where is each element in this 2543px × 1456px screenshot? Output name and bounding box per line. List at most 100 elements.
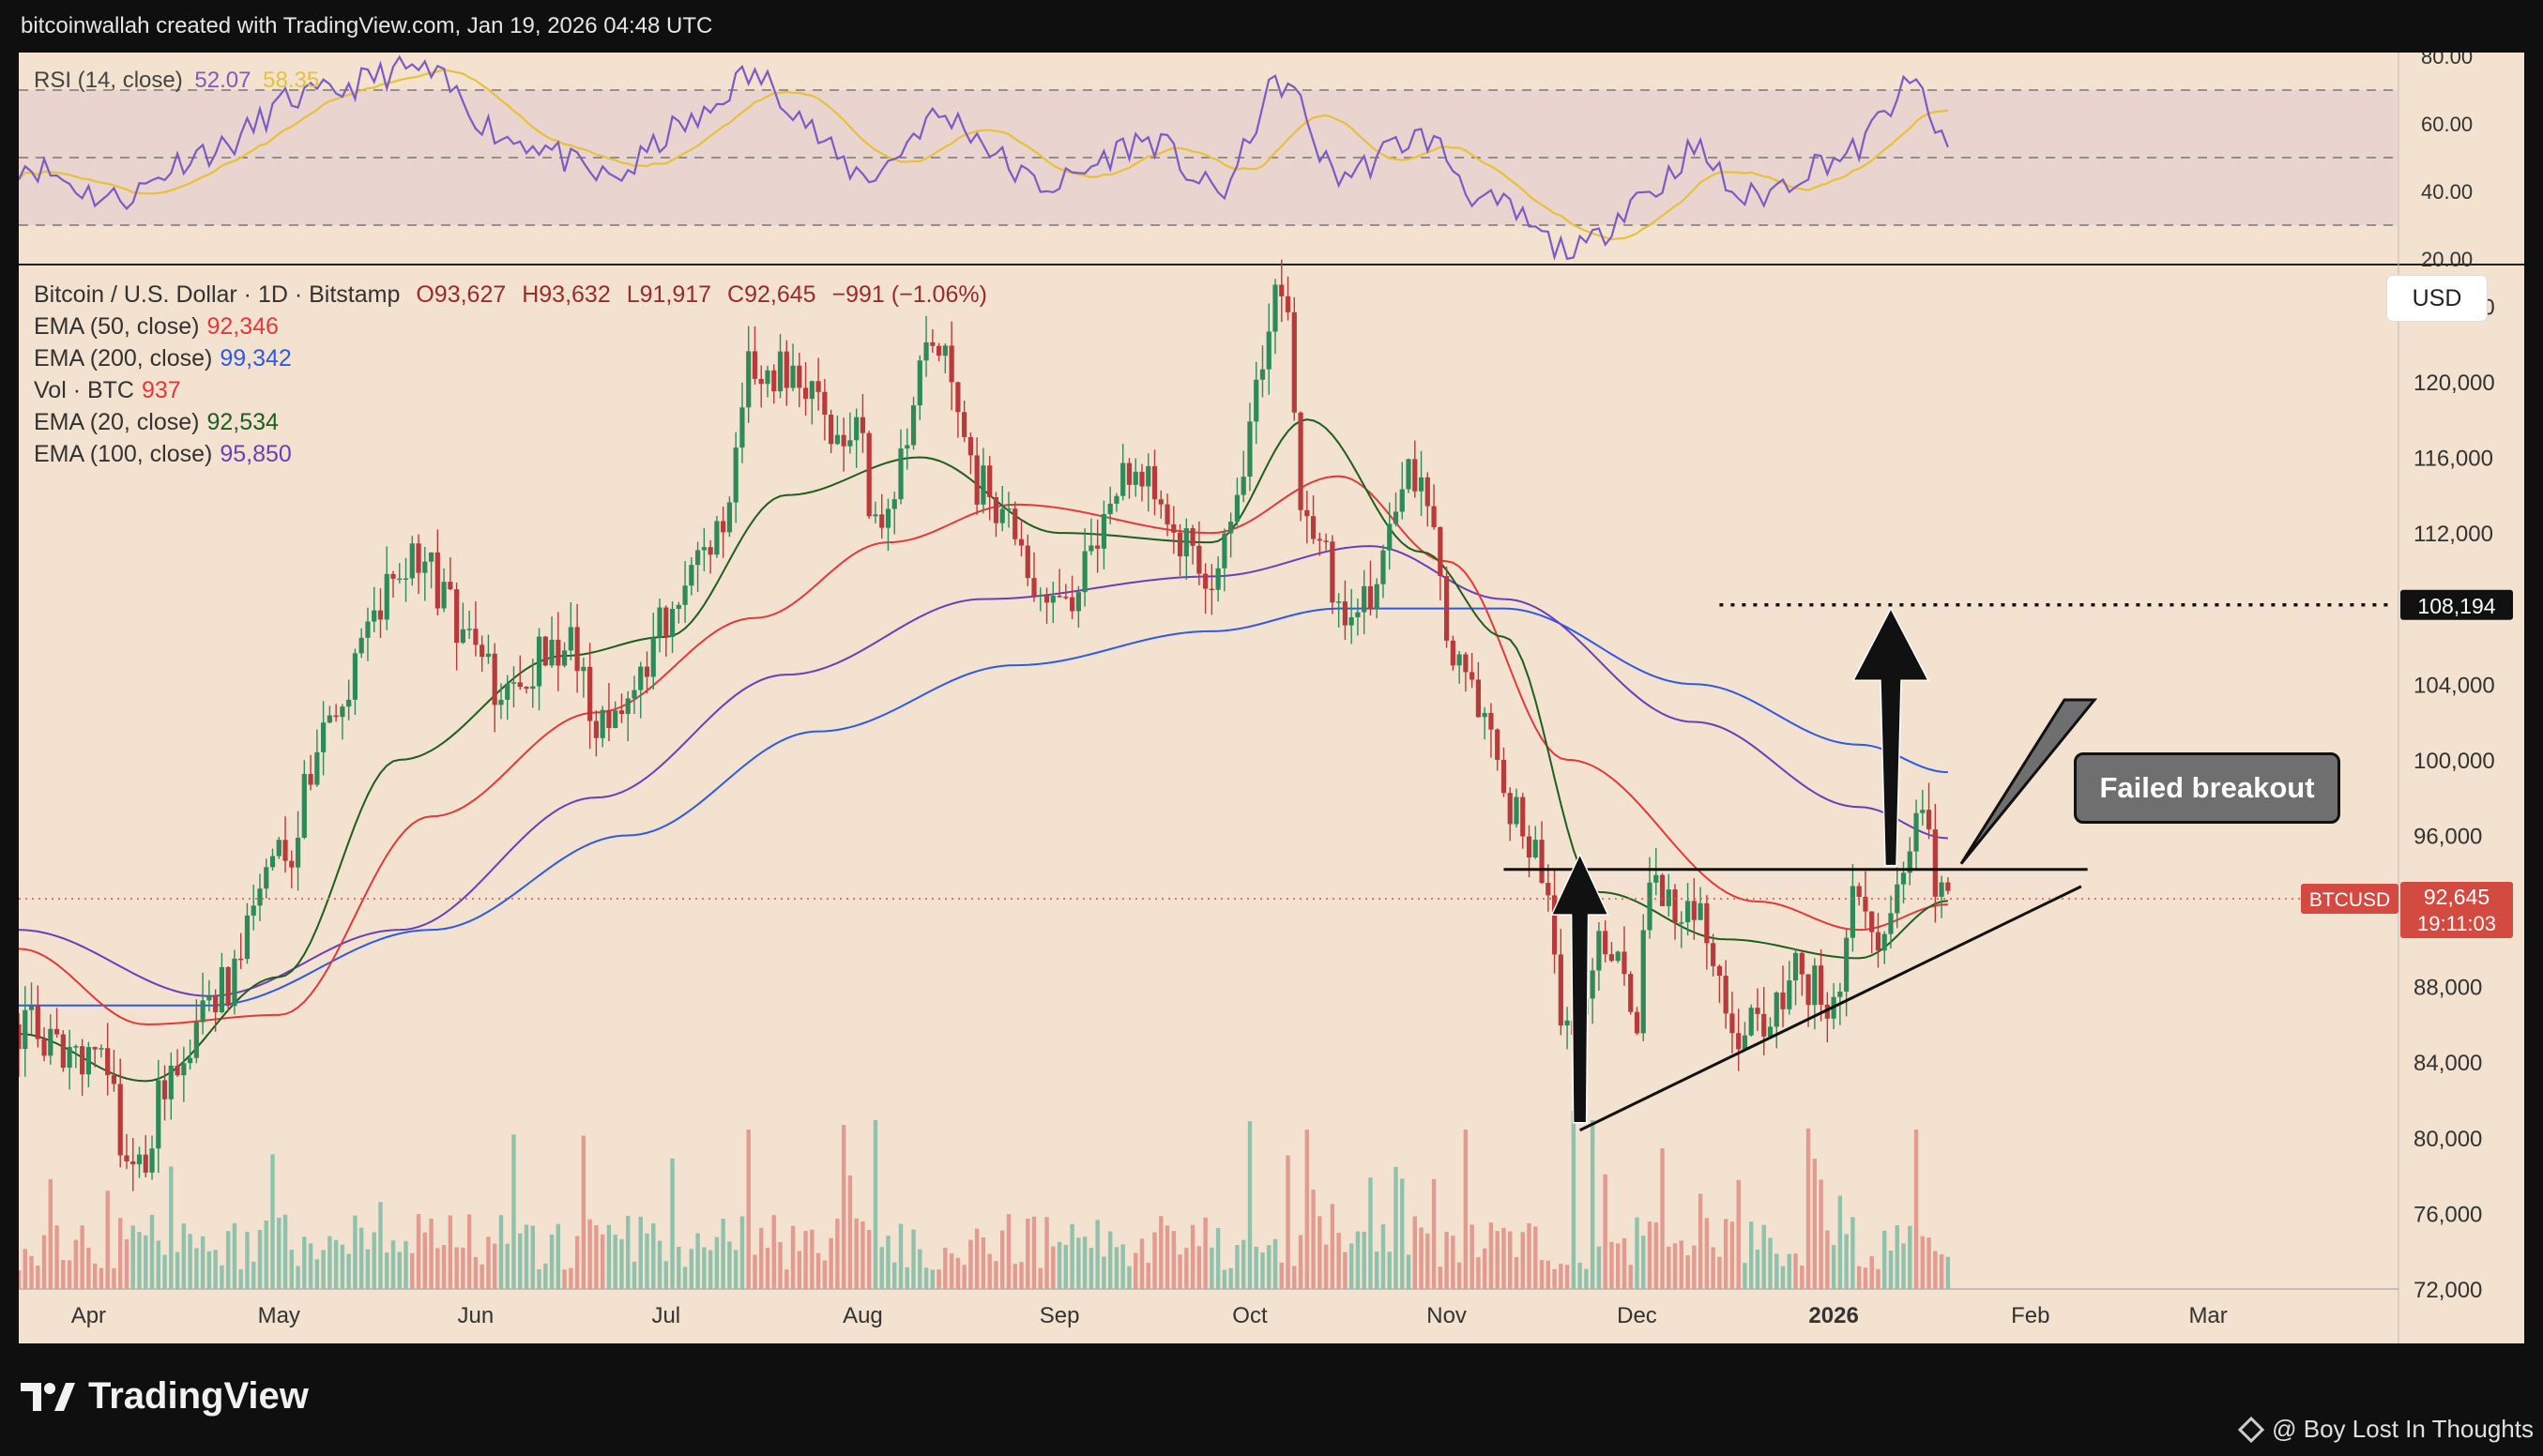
candle-body bbox=[295, 837, 301, 868]
candle-body bbox=[841, 434, 846, 447]
volume-bar bbox=[48, 1178, 53, 1289]
candle-body bbox=[1615, 951, 1621, 962]
volume-bar bbox=[1527, 1222, 1531, 1289]
volume-bar bbox=[1292, 1266, 1297, 1289]
volume-bar bbox=[1679, 1240, 1684, 1289]
volume-bar bbox=[1456, 1262, 1462, 1289]
volume-bar bbox=[1444, 1232, 1449, 1289]
ohlc-low: L91,917 bbox=[626, 281, 712, 308]
candle-body bbox=[1317, 538, 1322, 541]
volume-bar bbox=[1850, 1217, 1855, 1289]
volume-bar bbox=[1685, 1255, 1690, 1289]
candle-body bbox=[1856, 886, 1862, 897]
candle-body bbox=[1279, 284, 1285, 296]
currency-button[interactable]: USD bbox=[2387, 276, 2487, 321]
volume-bar bbox=[1812, 1159, 1818, 1289]
volume-bar bbox=[600, 1234, 605, 1289]
candle-body bbox=[1647, 882, 1652, 931]
volume-bar bbox=[1895, 1225, 1899, 1289]
volume-bar bbox=[854, 1218, 859, 1289]
volume-bar bbox=[67, 1260, 72, 1289]
candle-body bbox=[1475, 679, 1482, 718]
ema20-line bbox=[19, 418, 1948, 1083]
volume-bar bbox=[480, 1264, 484, 1289]
candle-body bbox=[1558, 954, 1563, 1026]
volume-bar bbox=[1057, 1241, 1062, 1289]
legend-ema50[interactable]: EMA (50, close) 92,346 bbox=[34, 313, 279, 341]
volume-bar bbox=[682, 1266, 688, 1289]
candle-body bbox=[1266, 331, 1272, 370]
candle-body bbox=[1723, 976, 1728, 1014]
price-tick-label: 112,000 bbox=[2414, 522, 2493, 547]
candle-body bbox=[143, 1154, 148, 1173]
candle-body bbox=[264, 867, 269, 889]
volume-bar bbox=[461, 1247, 465, 1289]
volume-bar bbox=[1451, 1236, 1455, 1289]
volume-bar bbox=[962, 1265, 967, 1289]
candle-body bbox=[1222, 533, 1227, 569]
volume-bar bbox=[505, 1243, 510, 1289]
volume-bar bbox=[353, 1215, 358, 1289]
candle-body bbox=[1628, 974, 1634, 1012]
candle-body bbox=[613, 710, 618, 729]
candle-body bbox=[136, 1154, 143, 1165]
candle-body bbox=[301, 773, 307, 838]
rsi-tick-label: 40.00 bbox=[2421, 180, 2473, 204]
candle-body bbox=[276, 840, 282, 857]
candle-body bbox=[67, 1046, 72, 1069]
legend-ema20[interactable]: EMA (20, close) 92,534 bbox=[34, 409, 279, 436]
volume-bar bbox=[835, 1218, 840, 1289]
volume-bar bbox=[581, 1135, 586, 1289]
volume-bar bbox=[422, 1232, 428, 1289]
legend-ema200[interactable]: EMA (200, close) 99,342 bbox=[34, 345, 292, 372]
candle-body bbox=[1546, 883, 1551, 896]
price-tick-label: 116,000 bbox=[2414, 446, 2493, 471]
volume-bar bbox=[1210, 1247, 1214, 1289]
volume-bar bbox=[1755, 1250, 1760, 1289]
volume-bar bbox=[524, 1224, 529, 1289]
candle-body bbox=[822, 391, 828, 416]
volume-bar bbox=[54, 1225, 59, 1289]
volume-bar bbox=[19, 1269, 22, 1289]
candle-body bbox=[41, 1039, 47, 1056]
volume-bar bbox=[530, 1225, 535, 1289]
candle-body bbox=[701, 547, 707, 551]
volume-bar bbox=[206, 1251, 212, 1289]
volume-bar bbox=[486, 1236, 491, 1289]
volume-bar bbox=[416, 1214, 421, 1289]
candle-body bbox=[1895, 884, 1900, 914]
legend-ema100[interactable]: EMA (100, close) 95,850 bbox=[34, 441, 292, 468]
candle-body bbox=[448, 582, 453, 590]
price-chart-svg[interactable]: 80.0060.0040.0020.00124,000120,000116,00… bbox=[19, 53, 2524, 1343]
candle-body bbox=[860, 417, 866, 433]
tradingview-logo[interactable]: TradingView bbox=[21, 1375, 309, 1418]
candle-body bbox=[917, 360, 922, 406]
candle-body bbox=[1348, 616, 1354, 626]
legend-volume[interactable]: Vol · BTC 937 bbox=[34, 377, 181, 404]
volume-bar bbox=[1539, 1260, 1545, 1289]
candle-body bbox=[397, 578, 403, 581]
candle-body bbox=[1120, 463, 1126, 496]
volume-bar bbox=[657, 1240, 662, 1289]
candle-body bbox=[498, 699, 504, 705]
volume-bar bbox=[587, 1219, 592, 1289]
rsi-tick-label: 80.00 bbox=[2421, 53, 2473, 68]
candle-body bbox=[1805, 974, 1811, 1006]
volume-bar bbox=[23, 1249, 27, 1289]
volume-bar bbox=[378, 1202, 383, 1289]
volume-bar bbox=[797, 1251, 802, 1289]
candle-body bbox=[473, 629, 479, 645]
volume-bar bbox=[257, 1230, 263, 1289]
chart-area[interactable]: 80.0060.0040.0020.00124,000120,000116,00… bbox=[19, 53, 2524, 1343]
candle-body bbox=[1913, 812, 1919, 852]
candle-body bbox=[1101, 513, 1107, 549]
volume-bar bbox=[41, 1235, 47, 1289]
candle-body bbox=[1075, 592, 1081, 612]
candle-body bbox=[1151, 465, 1158, 500]
volume-bar bbox=[232, 1222, 237, 1289]
volume-bar bbox=[1876, 1268, 1881, 1289]
candle-body bbox=[1539, 840, 1545, 884]
volume-bar bbox=[36, 1266, 40, 1289]
candle-body bbox=[92, 1047, 98, 1050]
candle-body bbox=[117, 1084, 123, 1156]
